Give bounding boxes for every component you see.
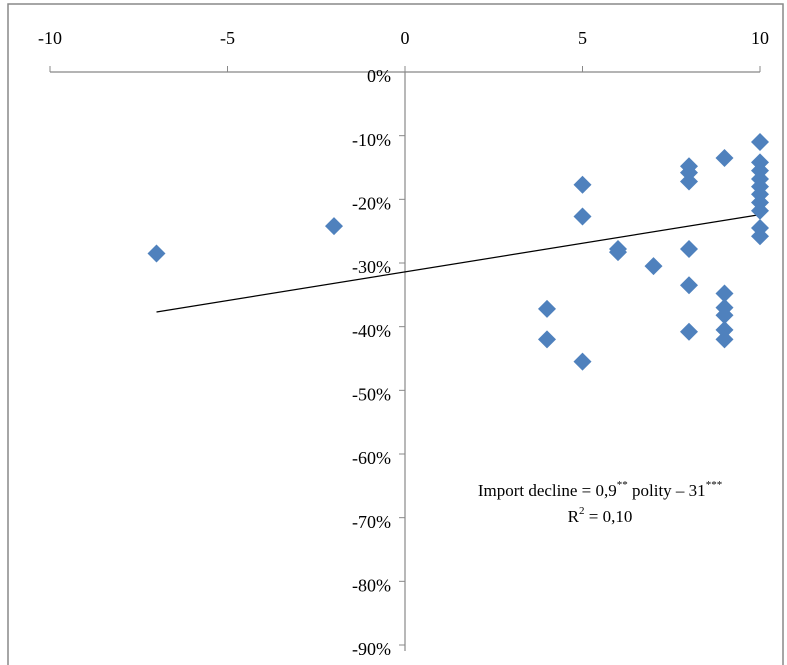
annotation-sup: 2 [579,505,585,517]
scatter-point [325,217,343,236]
y-tick-label: -50% [352,384,391,404]
x-tick-label: -5 [220,28,235,48]
x-tick-label: -10 [38,28,62,48]
scatter-point [715,148,734,167]
annotation-sup: *** [706,479,723,491]
y-tick-label: -80% [352,575,391,595]
annotation-r2: R2 = 0,10 [568,505,633,526]
annotation-equation: Import decline = 0,9** polity – 31*** [478,479,722,500]
scatter-point [715,284,734,303]
annotation-text: R [568,507,580,526]
scatter-point [573,352,592,371]
scatter-point [751,133,769,152]
annotation-text: polity – 31 [628,481,706,500]
y-tick-label: -70% [352,512,391,532]
scatter-point [680,276,698,295]
chart-frame [7,3,784,665]
scatter-point [751,201,769,220]
scatter-point [538,330,556,349]
scatter-point [715,306,734,325]
scatter-point [680,322,698,341]
scatter-point [538,299,556,318]
y-tick-label: -60% [352,448,391,468]
scatter-point [147,244,166,263]
x-tick-label: 10 [751,28,769,48]
x-tick-label: 5 [578,28,587,48]
y-tick-label: -30% [352,257,391,277]
scatter-point [573,207,592,226]
trend-line [156,214,761,313]
scatter-point [609,243,627,262]
y-tick-label: -10% [352,130,391,150]
scatter-point [680,239,698,258]
y-tick-label: -20% [352,193,391,213]
y-tick-label: 0% [367,66,391,86]
scatter-point [715,330,734,349]
scatter-point [680,172,698,191]
annotation-sup: ** [617,479,628,491]
x-tick-label: 0 [401,28,410,48]
scatter-point [751,227,769,246]
y-tick-label: -90% [352,639,391,659]
scatter-point [644,257,663,276]
scatter-point [715,320,734,339]
annotation-text: = 0,10 [585,507,633,526]
annotation-text: Import decline = 0,9 [478,481,617,500]
scatter-point [573,175,592,194]
y-tick-label: -40% [352,321,391,341]
